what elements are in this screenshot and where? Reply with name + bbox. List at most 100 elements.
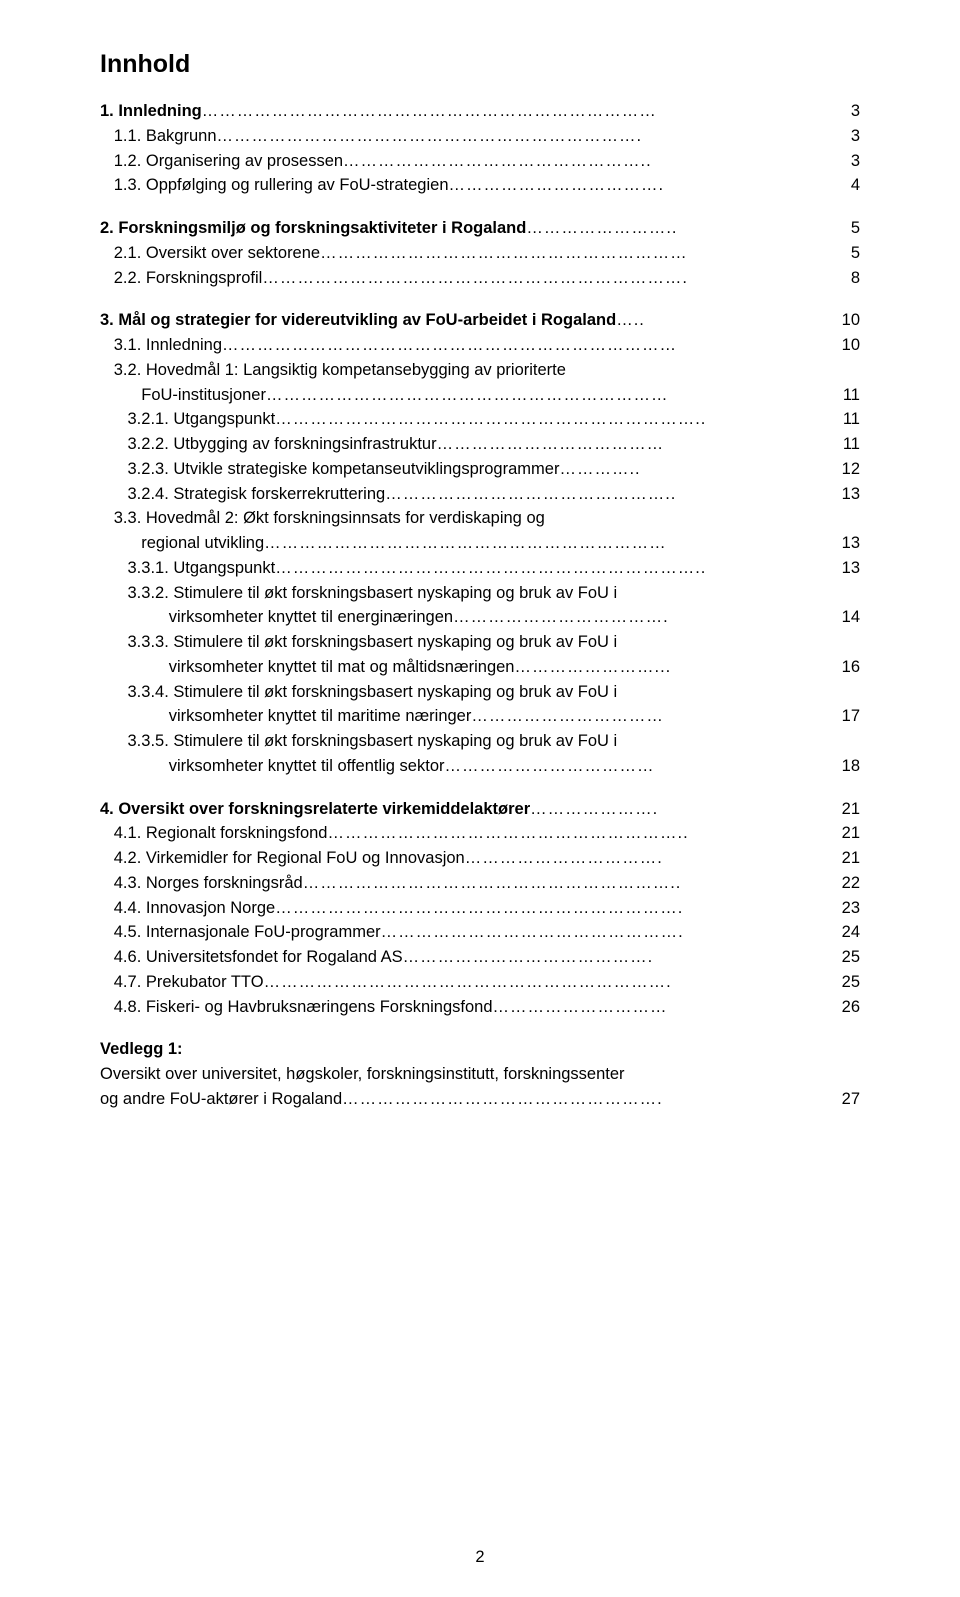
toc-label-text: Oversikt over universitet, høgskoler, fo…	[100, 1062, 625, 1087]
toc-label: 2. Forskningsmiljø og forskningsaktivite…	[100, 216, 820, 241]
toc-line: 1.3. Oppfølging og rullering av FoU-stra…	[100, 173, 860, 198]
toc-leader: ……………………………………………….	[342, 1087, 820, 1112]
toc-page-number: 13	[820, 556, 860, 581]
toc-label: virksomheter knyttet til offentlig sekto…	[100, 754, 820, 779]
toc-spacer	[100, 290, 860, 308]
toc-label: 3.3.5. Stimulere til økt forskningsbaser…	[100, 729, 820, 754]
toc-line: 1. Innledning……………………………………………………………………3	[100, 99, 860, 124]
toc-label-text: 4.3. Norges forskningsråd	[100, 871, 303, 896]
toc-label-text: 1. Innledning	[100, 99, 202, 124]
toc-page-number: 22	[820, 871, 860, 896]
toc-leader: ……………………………………………………………………	[202, 99, 820, 124]
toc-label: virksomheter knyttet til mat og måltidsn…	[100, 655, 820, 680]
toc-line: og andre FoU-aktører i Rogaland…………………………	[100, 1087, 860, 1112]
toc-page-number: 21	[820, 846, 860, 871]
toc-line: 3.2.4. Strategisk forskerrekruttering…………	[100, 482, 860, 507]
toc-label: 1.3. Oppfølging og rullering av FoU-stra…	[100, 173, 820, 198]
toc-label-text: 1.2. Organisering av prosessen	[100, 149, 343, 174]
toc-line: 4.6. Universitetsfondet for Rogaland AS……	[100, 945, 860, 970]
toc-line: 3.1. Innledning……………………………………………………………………	[100, 333, 860, 358]
toc-line: 4. Oversikt over forskningsrelaterte vir…	[100, 797, 860, 822]
toc-label-text: 3.1. Innledning	[100, 333, 222, 358]
toc-line: 4.8. Fiskeri- og Havbruksnæringens Forsk…	[100, 995, 860, 1020]
toc-line: regional utvikling……………………………………………………………	[100, 531, 860, 556]
toc-leader: ………………….	[530, 797, 820, 822]
toc-page-number: 3	[820, 124, 860, 149]
toc-label: 3.3.1. Utgangspunkt…………………………………………………………	[100, 556, 820, 581]
toc-page-number: 3	[820, 149, 860, 174]
toc-leader: ………………………………………………………………..	[275, 407, 820, 432]
toc-line: 4.4. Innovasjon Norge……………………………………………………	[100, 896, 860, 921]
page-number: 2	[0, 1548, 960, 1567]
toc-leader: …………………………………….	[403, 945, 820, 970]
toc-page-number: 25	[820, 970, 860, 995]
toc-label: 4.3. Norges forskningsråd…………………………………………	[100, 871, 820, 896]
toc-page-number: 12	[820, 457, 860, 482]
toc-label-text: 3.2.3. Utvikle strategiske kompetanseutv…	[100, 457, 559, 482]
toc-leader: ……………………………………………………………….	[217, 124, 821, 149]
toc-label-text: 4.1. Regionalt forskningsfond	[100, 821, 327, 846]
toc-label-text: 3.3.1. Utgangspunkt	[100, 556, 275, 581]
toc-label-text: 4.8. Fiskeri- og Havbruksnæringens Forsk…	[100, 995, 493, 1020]
toc-line: 4.2. Virkemidler for Regional FoU og Inn…	[100, 846, 860, 871]
toc-label-text: 4.2. Virkemidler for Regional FoU og Inn…	[100, 846, 465, 871]
toc-leader: …………………………	[493, 995, 820, 1020]
toc-leader: ………………………………………………………	[320, 241, 820, 266]
toc-page-number: 13	[820, 531, 860, 556]
toc-label-text: 3.2. Hovedmål 1: Langsiktig kompetanseby…	[100, 358, 566, 383]
toc-page-number: 26	[820, 995, 860, 1020]
toc-label-text: 3.2.2. Utbygging av forskningsinfrastruk…	[100, 432, 437, 457]
toc-label: virksomheter knyttet til energinæringen……	[100, 605, 820, 630]
toc-label-text: FoU-institusjoner	[100, 383, 266, 408]
toc-spacer	[100, 1019, 860, 1037]
toc-label: 4.7. Prekubator TTO…………………………………………………………	[100, 970, 820, 995]
toc-label: 3.2.2. Utbygging av forskningsinfrastruk…	[100, 432, 820, 457]
toc-line: 3.3.3. Stimulere til økt forskningsbaser…	[100, 630, 860, 655]
toc-label: Vedlegg 1:	[100, 1037, 820, 1062]
toc-leader: …………………………………………….	[381, 920, 820, 945]
toc-line: 3.3.4. Stimulere til økt forskningsbaser…	[100, 680, 860, 705]
toc-spacer	[100, 198, 860, 216]
toc-label: virksomheter knyttet til maritime næring…	[100, 704, 820, 729]
toc-line: 3. Mål og strategier for videreutvikling…	[100, 308, 860, 333]
toc-leader: ………………………………………………………..	[303, 871, 820, 896]
toc-label: 3.2.4. Strategisk forskerrekruttering…………	[100, 482, 820, 507]
toc-line: 3.2. Hovedmål 1: Langsiktig kompetanseby…	[100, 358, 860, 383]
toc-leader: ………………………………	[445, 754, 821, 779]
toc-line: 3.3.5. Stimulere til økt forskningsbaser…	[100, 729, 860, 754]
toc-label: 1.2. Organisering av prosessen……………………………	[100, 149, 820, 174]
toc-label-text: 4. Oversikt over forskningsrelaterte vir…	[100, 797, 530, 822]
toc-label-text: 2.1. Oversikt over sektorene	[100, 241, 320, 266]
toc-label: 4. Oversikt over forskningsrelaterte vir…	[100, 797, 820, 822]
toc-page-number: 8	[820, 266, 860, 291]
toc-label: 3.3.4. Stimulere til økt forskningsbaser…	[100, 680, 820, 705]
toc-leader: …………………………………………………………….	[264, 970, 820, 995]
toc-label-text: 3.2.1. Utgangspunkt	[100, 407, 275, 432]
toc-label: 1. Innledning……………………………………………………………………	[100, 99, 820, 124]
document-page: Innhold 1. Innledning……………………………………………………	[0, 0, 960, 1597]
toc-line: virksomheter knyttet til mat og måltidsn…	[100, 655, 860, 680]
toc-line: 2.1. Oversikt over sektorene…………………………………	[100, 241, 860, 266]
toc-label-text: Vedlegg 1:	[100, 1037, 183, 1062]
toc-line: 1.1. Bakgrunn……………………………………………………………….3	[100, 124, 860, 149]
toc-label: 3.3.2. Stimulere til økt forskningsbaser…	[100, 581, 820, 606]
toc-page-number: 21	[820, 797, 860, 822]
toc-label-text: 4.6. Universitetsfondet for Rogaland AS	[100, 945, 403, 970]
toc-line: virksomheter knyttet til energinæringen……	[100, 605, 860, 630]
toc-line: 4.3. Norges forskningsråd…………………………………………	[100, 871, 860, 896]
toc-label: 4.1. Regionalt forskningsfond………………………………	[100, 821, 820, 846]
toc-leader: ……………………………………………………………………	[222, 333, 820, 358]
toc-label: FoU-institusjoner……………………………………………………………	[100, 383, 820, 408]
toc-page-number: 14	[820, 605, 860, 630]
toc-page-number: 25	[820, 945, 860, 970]
toc-leader: ………………………………………………………………..	[275, 556, 820, 581]
toc-leader: ……………………………	[471, 704, 820, 729]
toc-label-text: 4.4. Innovasjon Norge	[100, 896, 275, 921]
toc-label-text: 3.3.5. Stimulere til økt forskningsbaser…	[100, 729, 617, 754]
toc-label: 3.3.3. Stimulere til økt forskningsbaser…	[100, 630, 820, 655]
toc-label-text: 3. Mål og strategier for videreutvikling…	[100, 308, 616, 333]
toc-label-text: 3.3.3. Stimulere til økt forskningsbaser…	[100, 630, 617, 655]
toc-line: 3.2.1. Utgangspunkt…………………………………………………………	[100, 407, 860, 432]
toc-leader: ……………………...	[514, 655, 820, 680]
toc-line: Vedlegg 1:	[100, 1037, 860, 1062]
